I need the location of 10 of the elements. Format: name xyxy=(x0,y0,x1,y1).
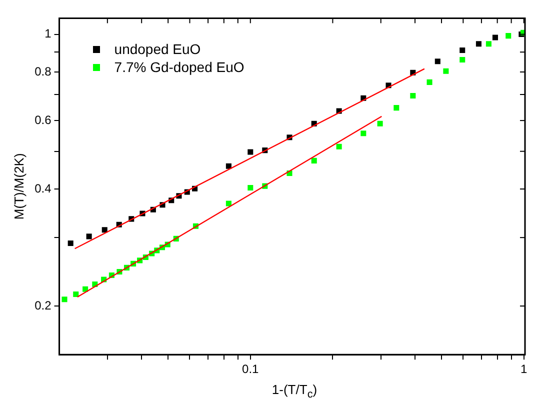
x-axis-title: 1-(T/T$_{c}$) xyxy=(270,382,318,401)
legend-label: 7.7% Gd-doped EuO xyxy=(114,59,244,76)
y-axis-title: M(T)/M(2K) xyxy=(11,153,26,220)
y-tick-label: 1 xyxy=(44,26,52,41)
y-tick-label: 0.6 xyxy=(34,112,52,127)
y-tick-label: 0.4 xyxy=(34,181,52,196)
y-tick-label: 0.2 xyxy=(34,298,52,312)
legend-label: undoped EuO xyxy=(114,41,201,58)
y-tick-label: 0.8 xyxy=(34,64,52,78)
x-tick-label: 0.1 xyxy=(242,362,260,376)
